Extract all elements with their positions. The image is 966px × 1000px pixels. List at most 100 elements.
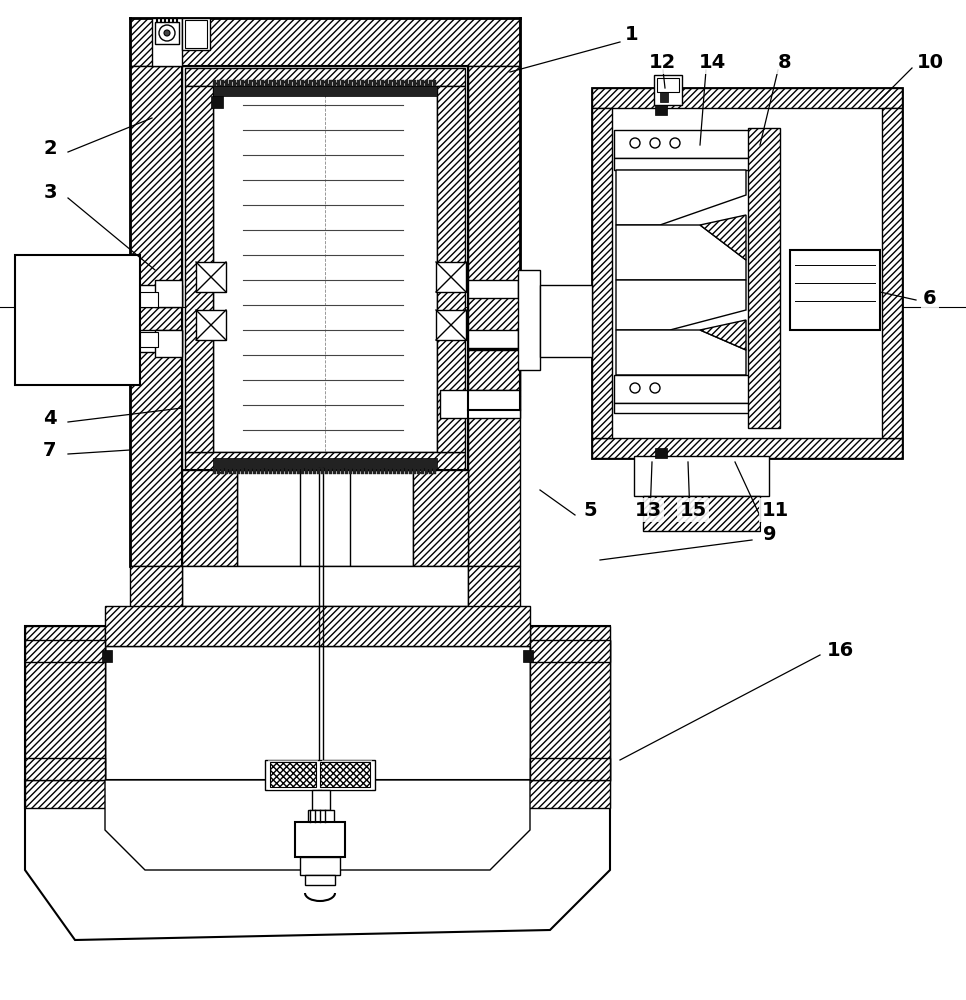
Bar [417, 468, 420, 474]
Bar [337, 468, 340, 474]
Text: 1: 1 [625, 25, 639, 44]
Bar [105, 646, 530, 781]
Bar [592, 88, 902, 458]
Bar [237, 470, 413, 566]
Bar [213, 86, 437, 452]
Bar [233, 80, 236, 86]
Bar [185, 68, 465, 86]
Bar [211, 96, 223, 108]
Bar [614, 130, 769, 158]
Bar [634, 456, 769, 496]
Bar [321, 80, 324, 86]
Bar [305, 875, 335, 885]
Bar [377, 468, 380, 474]
Bar [421, 80, 424, 86]
Text: 2: 2 [43, 138, 57, 157]
Bar [249, 468, 252, 474]
Bar [281, 468, 284, 474]
Bar [285, 80, 288, 86]
Bar [373, 80, 376, 86]
Bar [301, 80, 304, 86]
Bar [357, 80, 360, 86]
Bar [253, 80, 256, 86]
Bar [152, 18, 182, 66]
Bar [882, 108, 902, 438]
Circle shape [670, 138, 680, 148]
Bar [237, 468, 240, 474]
Bar [657, 78, 679, 92]
Bar [405, 80, 408, 86]
Bar [440, 390, 520, 418]
Bar [429, 468, 432, 474]
Bar [341, 468, 344, 474]
Bar [425, 468, 428, 474]
Bar [225, 80, 228, 86]
Bar [433, 80, 436, 86]
Bar [333, 468, 336, 474]
Bar [790, 250, 880, 330]
Text: 4: 4 [43, 408, 57, 428]
Bar [182, 470, 237, 566]
Bar [265, 80, 268, 86]
Bar [436, 310, 466, 340]
Bar [225, 468, 228, 474]
Bar [130, 66, 182, 566]
Bar [257, 468, 260, 474]
Bar [349, 80, 352, 86]
Text: 5: 5 [583, 500, 597, 520]
Bar [329, 80, 332, 86]
Bar [317, 80, 320, 86]
Bar [530, 758, 610, 780]
Bar [397, 80, 400, 86]
Bar [140, 292, 158, 307]
Bar [413, 470, 468, 566]
Text: 8: 8 [779, 52, 792, 72]
Bar [217, 80, 220, 86]
Bar [277, 80, 280, 86]
Bar [325, 80, 328, 86]
Bar [468, 280, 518, 298]
Text: 14: 14 [698, 52, 725, 72]
Bar [655, 448, 667, 458]
Bar [436, 262, 466, 292]
Bar [337, 80, 340, 86]
Bar [40, 285, 182, 307]
Polygon shape [616, 170, 746, 225]
Bar [468, 350, 520, 390]
Bar [241, 80, 244, 86]
Bar [381, 80, 384, 86]
Bar [660, 92, 668, 102]
Bar [592, 108, 612, 438]
Bar [140, 332, 158, 347]
Bar [748, 128, 780, 428]
Bar [655, 105, 667, 115]
Bar [213, 468, 216, 474]
Bar [413, 80, 416, 86]
Bar [25, 626, 105, 781]
Bar [530, 640, 610, 662]
Bar [409, 80, 412, 86]
Bar [285, 468, 288, 474]
Bar [329, 468, 332, 474]
Bar [102, 650, 112, 662]
Bar [530, 626, 610, 781]
Bar [25, 640, 105, 662]
Bar [325, 468, 328, 474]
Polygon shape [105, 780, 530, 870]
Bar [592, 88, 902, 108]
Bar [182, 566, 468, 606]
Bar [518, 270, 540, 370]
Bar [233, 468, 236, 474]
Bar [130, 18, 520, 66]
Bar [257, 80, 260, 86]
Circle shape [650, 383, 660, 393]
Bar [196, 262, 226, 292]
Bar [309, 468, 312, 474]
Bar [369, 80, 372, 86]
Bar [361, 468, 364, 474]
Bar [393, 468, 396, 474]
Bar [381, 468, 384, 474]
Circle shape [159, 25, 175, 41]
Bar [241, 468, 244, 474]
Text: 15: 15 [679, 500, 706, 520]
